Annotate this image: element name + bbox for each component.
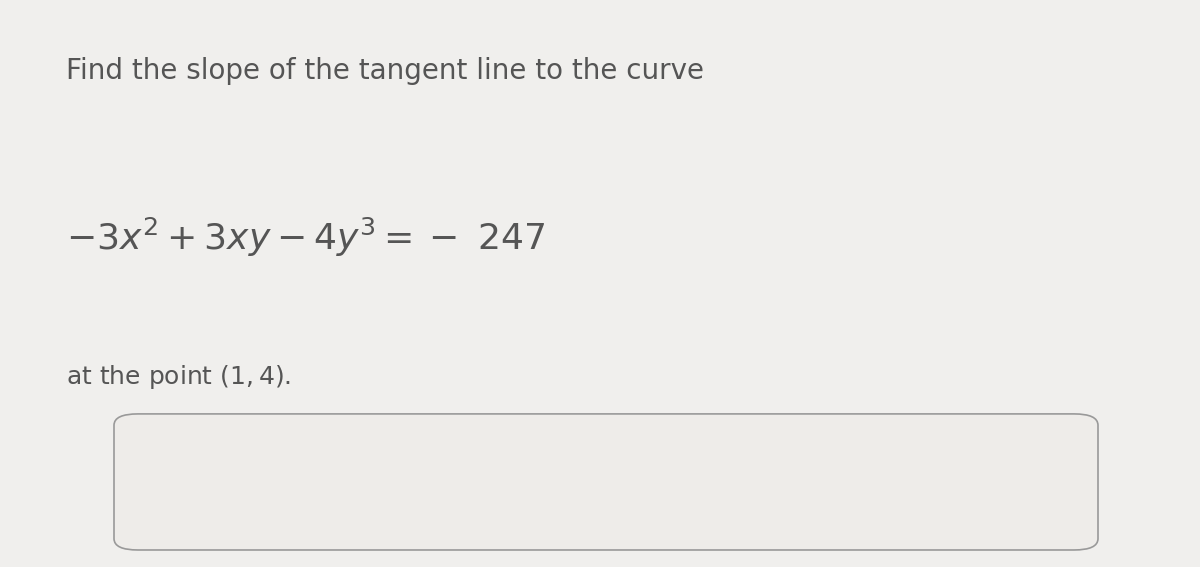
Text: at the point $(1, 4)$.: at the point $(1, 4)$. <box>66 363 292 391</box>
Text: Find the slope of the tangent line to the curve: Find the slope of the tangent line to th… <box>66 57 704 84</box>
Text: $-3x^2 + 3xy - 4y^3 = -\ 247$: $-3x^2 + 3xy - 4y^3 = -\ 247$ <box>66 215 545 259</box>
FancyBboxPatch shape <box>114 414 1098 550</box>
